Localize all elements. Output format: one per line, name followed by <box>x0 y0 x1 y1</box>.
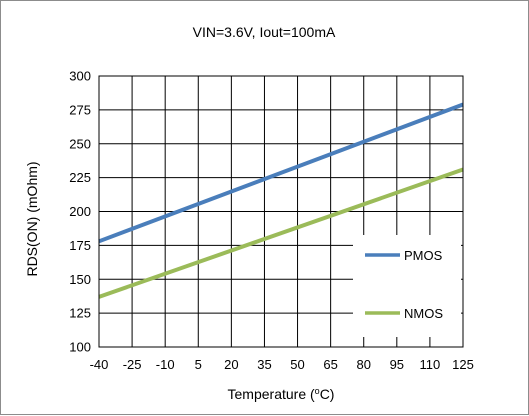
x-axis-title-main: Temperature ( <box>228 386 315 402</box>
y-tick-label: 250 <box>69 136 91 151</box>
legend-label-pmos: PMOS <box>404 248 443 263</box>
y-axis-tick-labels: 100 125 150 175 200 225 250 275 300 <box>69 69 91 355</box>
y-tick-label: 225 <box>69 170 91 185</box>
x-axis-title-superscript: o <box>315 386 320 396</box>
series-lines <box>98 102 464 299</box>
series-line-pmos <box>98 102 464 244</box>
x-tick-label: 65 <box>323 357 337 372</box>
x-tick-label: 20 <box>224 357 238 372</box>
x-tick-label: -40 <box>90 357 109 372</box>
legend: PMOS NMOS <box>353 235 461 337</box>
x-tick-label: 35 <box>257 357 271 372</box>
series-line-nmos <box>98 167 464 299</box>
y-tick-label: 275 <box>69 102 91 117</box>
x-tick-label: -25 <box>123 357 142 372</box>
y-tick-label: 125 <box>69 306 91 321</box>
y-axis-title: RDS(ON) (mOhm) <box>24 161 40 276</box>
y-tick-label: 175 <box>69 238 91 253</box>
x-tick-label: 50 <box>290 357 304 372</box>
legend-label-nmos: NMOS <box>404 306 443 321</box>
x-tick-label: 80 <box>356 357 370 372</box>
x-tick-label: 125 <box>452 357 474 372</box>
chart-title: VIN=3.6V, Iout=100mA <box>193 24 336 40</box>
x-axis-title-unit: C) <box>320 386 335 402</box>
y-tick-label: 300 <box>69 69 91 84</box>
grid-lines <box>98 75 464 348</box>
x-axis-tick-labels: -40 -25 -10 5 20 35 50 65 80 95 110 125 <box>90 357 474 372</box>
x-tick-label: 95 <box>390 357 404 372</box>
y-tick-label: 200 <box>69 204 91 219</box>
x-tick-label: -10 <box>156 357 175 372</box>
legend-box <box>353 235 461 337</box>
x-tick-label: 5 <box>195 357 202 372</box>
x-tick-label: 110 <box>420 357 441 372</box>
y-tick-label: 100 <box>69 340 91 355</box>
y-tick-label: 150 <box>69 272 91 287</box>
plot-border <box>98 75 464 348</box>
x-axis-title: Temperature (oC) <box>228 386 335 402</box>
